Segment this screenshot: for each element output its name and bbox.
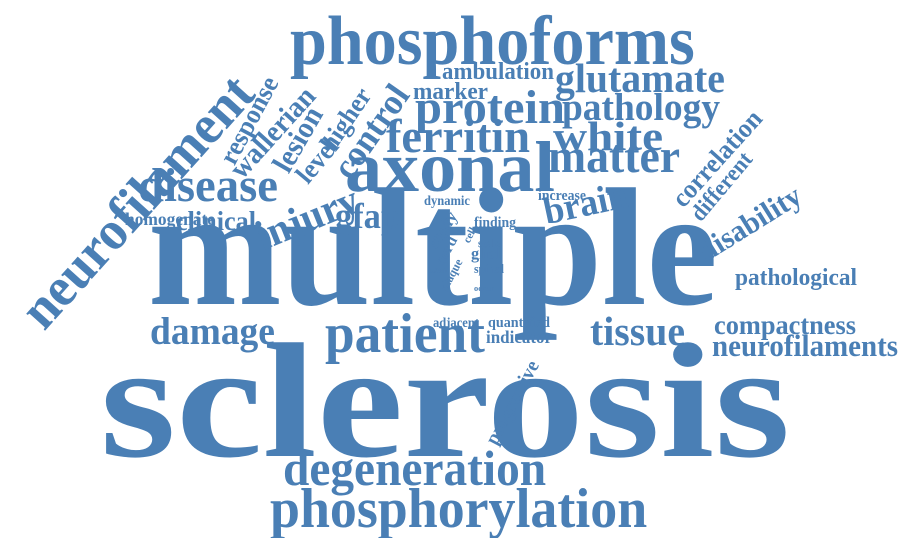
word-increase: increase: [538, 187, 586, 204]
word-tissue: tissue: [590, 308, 685, 355]
word-glial: glial: [471, 244, 501, 264]
word-axon: axon: [429, 264, 447, 275]
word-phosphorylation: phosphorylation: [270, 478, 648, 538]
word-ferritin: ferritin: [386, 110, 531, 163]
word-disease: disease: [138, 159, 278, 212]
word-protein: protein: [415, 81, 565, 134]
word-marker: marker: [413, 78, 489, 106]
word-occur: occur: [474, 282, 495, 293]
word-glutamate: glutamate: [555, 55, 725, 102]
word-ambulation: ambulation: [442, 59, 554, 86]
word-adjacent: adjacent: [433, 314, 480, 330]
word-phosphoforms: phosphoforms: [290, 3, 695, 81]
word-white: white: [553, 113, 664, 160]
word-indicator: indicator: [486, 327, 553, 348]
word-scale: scale: [478, 238, 501, 251]
word-sclerosis: sclerosis: [100, 310, 791, 492]
word-dynamic: dynamic: [424, 192, 470, 208]
word-gfap: gfap: [335, 196, 400, 237]
word-compactness: compactness: [714, 308, 857, 340]
word-clinical: clinical: [176, 205, 257, 236]
word-multiple: multiple: [148, 155, 718, 342]
word-matter: matter: [548, 129, 681, 183]
word-axonal: axonal: [345, 126, 555, 207]
word-pathological: pathological: [735, 264, 858, 292]
word-homogenate: homogenate: [125, 209, 216, 230]
word-degeneration: degeneration: [283, 441, 547, 497]
word-pathology: pathology: [562, 85, 721, 129]
word-patient: patient: [325, 303, 485, 366]
word-spinal: spinal: [474, 262, 504, 277]
word-neurofilaments: neurofilaments: [712, 329, 899, 364]
word-finding: finding: [474, 214, 517, 231]
word-quantified: quantified: [488, 314, 550, 331]
word-damage: damage: [150, 308, 275, 353]
